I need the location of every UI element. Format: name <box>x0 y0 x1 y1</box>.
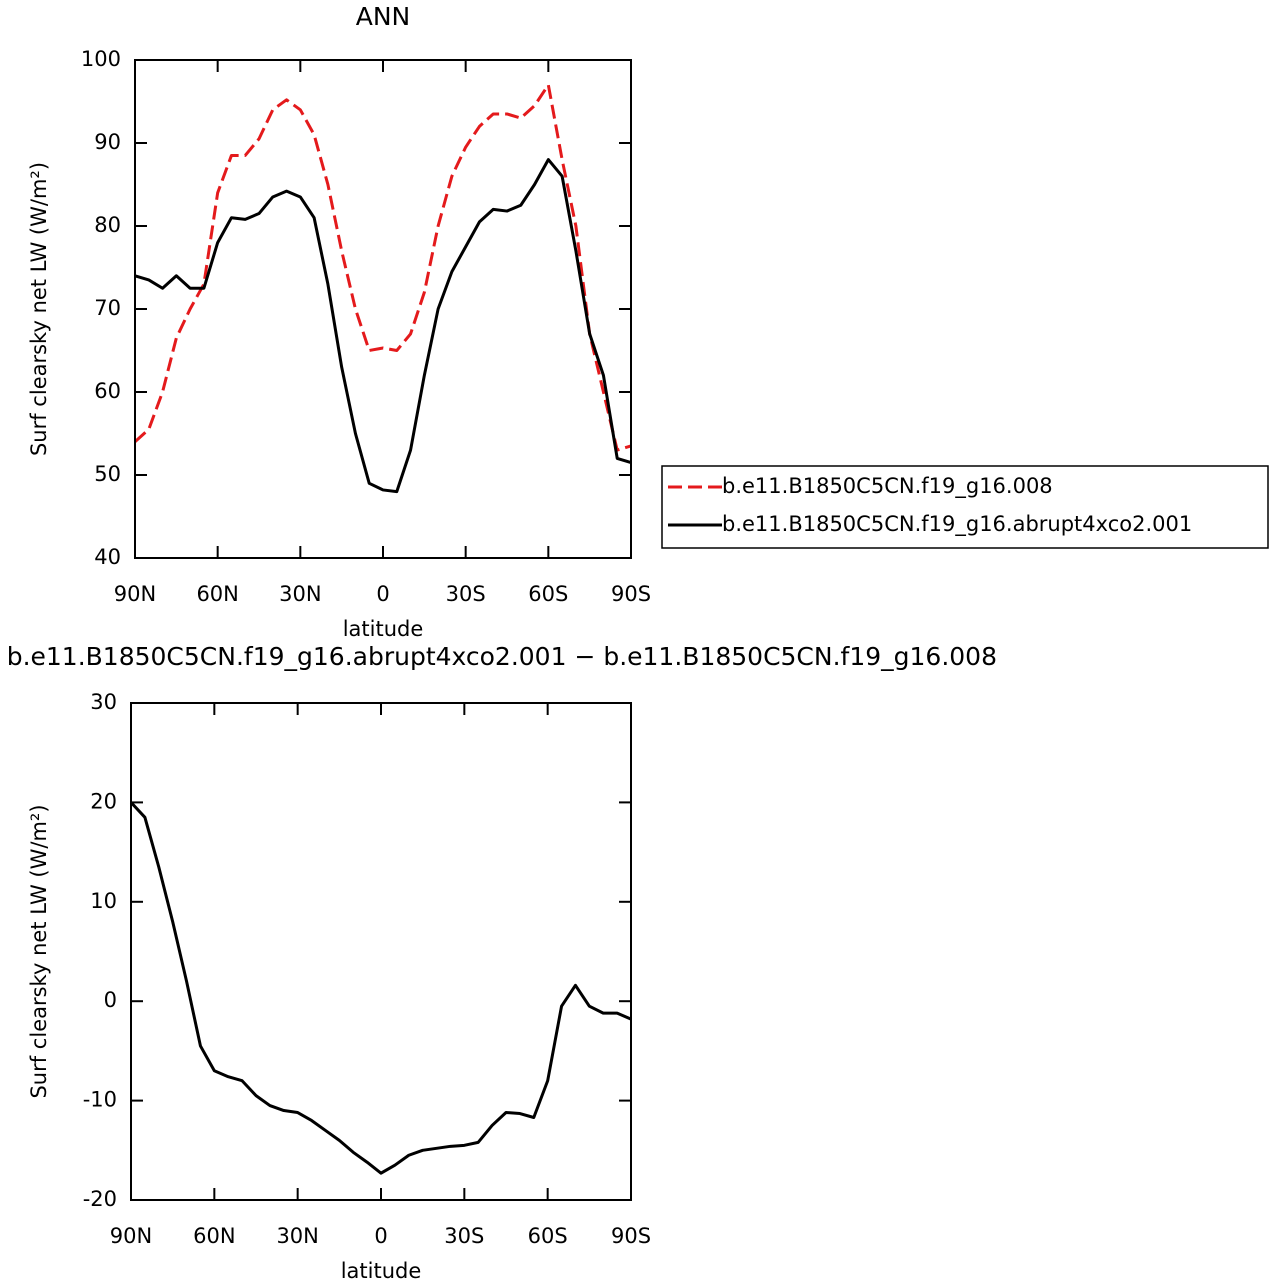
x-tick-label: 60S <box>528 1224 568 1248</box>
x-axis-label: latitude <box>341 1259 422 1283</box>
plot-frame <box>130 702 632 1201</box>
x-tick-label: 90N <box>114 582 156 606</box>
x-tick-label: 0 <box>376 582 389 606</box>
x-tick-label: 90N <box>110 1224 152 1248</box>
x-tick-label: 60N <box>193 1224 235 1248</box>
x-tick-label: 60S <box>528 582 568 606</box>
y-tick-label: 50 <box>94 462 121 486</box>
x-tick-label: 30N <box>276 1224 318 1248</box>
plot-frame <box>134 59 632 559</box>
data-line <box>133 83 632 452</box>
x-axis-label: latitude <box>343 617 424 641</box>
chart-title: b.e11.B1850C5CN.f19_g16.abrupt4xco2.001 … <box>7 642 997 671</box>
x-tick-label: 0 <box>374 1224 387 1248</box>
x-tick-label: 30S <box>446 582 486 606</box>
y-axis-label: Surf clearsky net LW (W/m²) <box>27 162 51 456</box>
legend-label: b.e11.B1850C5CN.f19_g16.008 <box>722 474 1053 499</box>
y-tick-label: -20 <box>83 1187 117 1211</box>
legend-box <box>661 465 1269 549</box>
y-tick-label: -10 <box>83 1088 117 1112</box>
x-tick-label: 30N <box>279 582 321 606</box>
x-tick-label: 30S <box>444 1224 484 1248</box>
x-tick-label: 90S <box>611 582 651 606</box>
data-line <box>134 158 632 494</box>
y-tick-label: 10 <box>90 889 117 913</box>
y-tick-label: 60 <box>94 379 121 403</box>
y-tick-label: 100 <box>81 47 121 71</box>
y-tick-label: 90 <box>94 130 121 154</box>
x-tick-label: 60N <box>196 582 238 606</box>
chart-title: ANN <box>356 2 411 31</box>
y-tick-label: 80 <box>94 213 121 237</box>
y-tick-label: 70 <box>94 296 121 320</box>
y-tick-label: 40 <box>94 545 121 569</box>
y-tick-label: 30 <box>90 690 117 714</box>
y-tick-label: 0 <box>104 988 117 1012</box>
x-tick-label: 90S <box>611 1224 651 1248</box>
y-axis-label: Surf clearsky net LW (W/m²) <box>27 804 51 1098</box>
data-line <box>129 801 632 1175</box>
y-tick-label: 20 <box>90 789 117 813</box>
legend-label: b.e11.B1850C5CN.f19_g16.abrupt4xco2.001 <box>722 512 1192 537</box>
